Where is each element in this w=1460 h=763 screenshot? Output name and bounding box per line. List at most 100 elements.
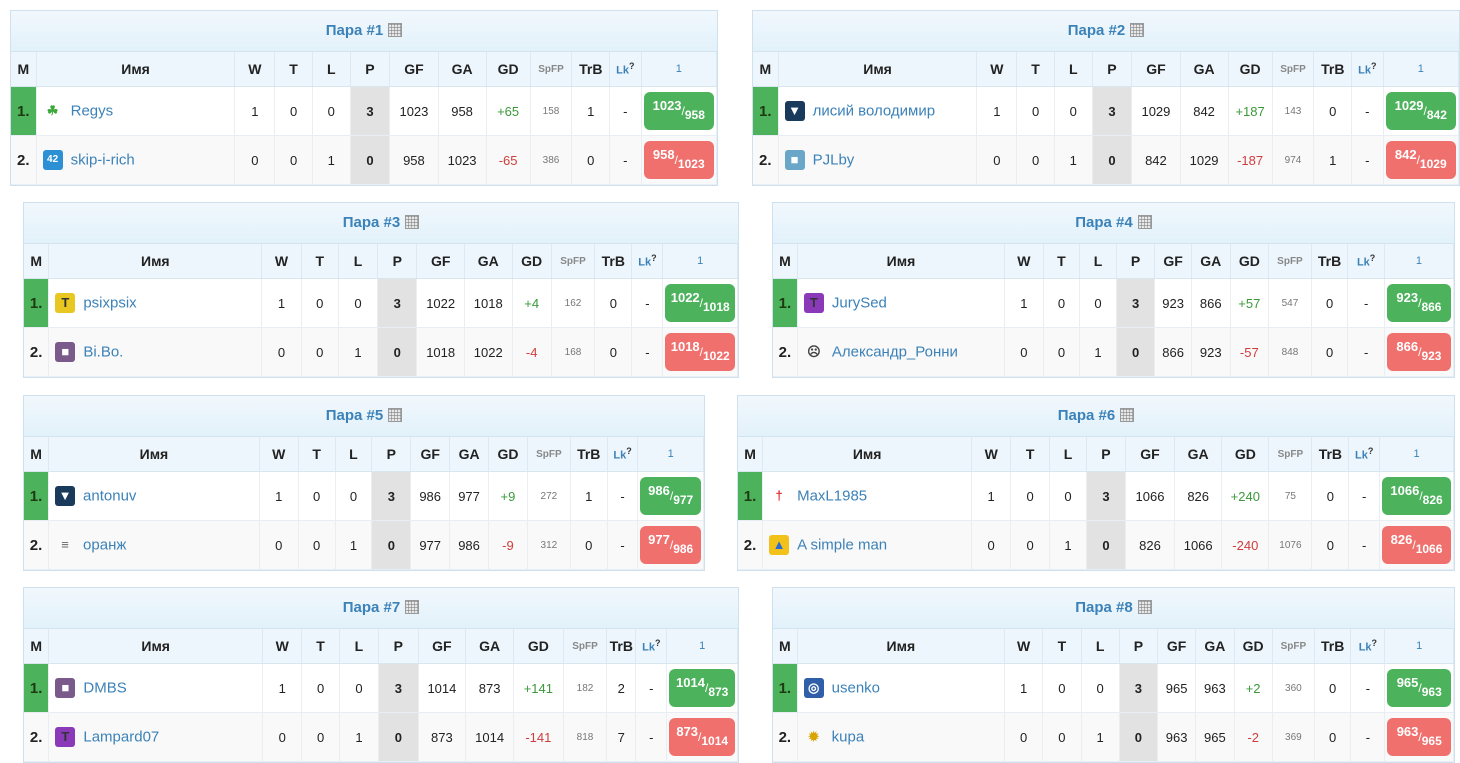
score-cell[interactable]: 866/923 xyxy=(1384,327,1455,377)
score-cell[interactable]: 826/1066 xyxy=(1379,520,1454,570)
score-badge-win[interactable]: 965/963 xyxy=(1387,669,1451,707)
score-badge-win[interactable]: 923/866 xyxy=(1386,284,1451,322)
score-cell[interactable]: 965/963 xyxy=(1384,663,1454,713)
help-icon[interactable]: ? xyxy=(655,638,661,649)
pair-title[interactable]: Пара #2 xyxy=(753,11,1459,52)
grid-icon[interactable] xyxy=(1120,408,1135,422)
player-name-link[interactable]: DMBS xyxy=(83,679,127,697)
help-icon[interactable]: ? xyxy=(1371,638,1378,649)
col-round[interactable]: 1 xyxy=(662,244,738,279)
pair-title[interactable]: Пара #3 xyxy=(24,203,738,244)
help-icon[interactable]: ? xyxy=(1369,253,1376,264)
figure-icon[interactable]: † xyxy=(775,488,783,503)
pair-title[interactable]: Пара #7 xyxy=(24,588,738,629)
pair-title[interactable]: Пара #4 xyxy=(773,203,1454,244)
grid-icon[interactable] xyxy=(388,23,403,37)
score-cell[interactable]: 986/977 xyxy=(637,471,704,521)
col-round[interactable]: 1 xyxy=(637,437,704,472)
score-badge-win[interactable]: 1066/826 xyxy=(1382,477,1451,515)
col-lk[interactable]: Lk? xyxy=(1347,244,1385,279)
col-round[interactable]: 1 xyxy=(1384,629,1454,664)
help-icon[interactable]: ? xyxy=(626,446,632,457)
score-badge-loss[interactable]: 873/1014 xyxy=(669,718,735,756)
photo-icon[interactable]: ■ xyxy=(55,678,76,698)
player-name-link[interactable]: antonuv xyxy=(83,487,137,505)
col-round[interactable]: 1 xyxy=(666,629,738,664)
col-lk[interactable]: Lk? xyxy=(609,52,642,87)
photo-icon[interactable]: ■ xyxy=(55,342,76,362)
player-name-link[interactable]: Bi.Bo. xyxy=(83,343,124,361)
player-name-link[interactable]: PJLby xyxy=(812,151,855,169)
score-badge-loss[interactable]: 963/965 xyxy=(1387,718,1451,756)
clover-icon[interactable]: ☘ xyxy=(46,103,59,118)
jersey-icon[interactable]: ▼ xyxy=(784,101,805,121)
pair-title-text[interactable]: Пара #4 xyxy=(1075,214,1133,231)
lines-icon[interactable]: ≡ xyxy=(61,537,69,552)
jersey-icon[interactable]: ▼ xyxy=(55,486,76,506)
score-cell[interactable]: 1018/1022 xyxy=(662,327,738,377)
pair-title[interactable]: Пара #6 xyxy=(738,396,1454,437)
grid-icon[interactable] xyxy=(388,408,403,422)
score-cell[interactable]: 977/986 xyxy=(637,520,704,570)
player-name-link[interactable]: Lampard07 xyxy=(83,728,160,746)
score-badge-loss[interactable]: 958/1023 xyxy=(643,141,714,179)
player-name-link[interactable]: MaxL1985 xyxy=(797,487,868,505)
col-lk[interactable]: Lk? xyxy=(635,629,668,664)
player-icon[interactable]: ☹ xyxy=(807,344,821,359)
score-cell[interactable]: 958/1023 xyxy=(641,135,718,185)
col-round[interactable]: 1 xyxy=(1383,52,1460,87)
player-name-link[interactable]: Александр_Ронни xyxy=(831,343,958,361)
player-name-link[interactable]: kupa xyxy=(831,728,865,746)
grid-icon[interactable] xyxy=(1137,215,1152,229)
score-badge-loss[interactable]: 866/923 xyxy=(1386,333,1451,371)
col-lk[interactable]: Lk? xyxy=(1351,52,1384,87)
pair-title-text[interactable]: Пара #6 xyxy=(1057,407,1116,424)
col-lk[interactable]: Lk? xyxy=(1348,437,1381,472)
score-cell[interactable]: 923/866 xyxy=(1384,278,1455,328)
score-cell[interactable]: 1022/1018 xyxy=(662,278,738,328)
score-badge-loss[interactable]: 977/986 xyxy=(640,526,701,564)
flag-icon[interactable]: ▲ xyxy=(769,535,790,555)
score-badge-loss[interactable]: 842/1029 xyxy=(1385,141,1456,179)
score-cell[interactable]: 1023/958 xyxy=(641,86,718,136)
pair-title[interactable]: Пара #8 xyxy=(773,588,1454,629)
shirt-icon[interactable]: T xyxy=(55,293,76,313)
col-round[interactable]: 1 xyxy=(1379,437,1454,472)
pair-title-text[interactable]: Пара #8 xyxy=(1075,599,1133,616)
pair-title[interactable]: Пара #5 xyxy=(24,396,704,437)
score-cell[interactable]: 963/965 xyxy=(1384,712,1454,762)
col-round[interactable]: 1 xyxy=(1384,244,1455,279)
score-badge-loss[interactable]: 826/1066 xyxy=(1382,526,1451,564)
player-name-link[interactable]: psixpsix xyxy=(83,294,137,312)
pair-title-text[interactable]: Пара #3 xyxy=(342,214,401,231)
score-cell[interactable]: 842/1029 xyxy=(1383,135,1460,185)
player-name-link[interactable]: usenko xyxy=(831,679,881,697)
help-icon[interactable]: ? xyxy=(1370,61,1377,72)
player-name-link[interactable]: skip-i-rich xyxy=(70,151,135,169)
help-icon[interactable]: ? xyxy=(1367,446,1374,457)
player-name-link[interactable]: A simple man xyxy=(797,536,888,554)
col-lk[interactable]: Lk? xyxy=(1350,629,1386,664)
grid-icon[interactable] xyxy=(405,600,420,614)
col-lk[interactable]: Lk? xyxy=(607,437,639,472)
col-lk[interactable]: Lk? xyxy=(631,244,664,279)
team-icon[interactable]: ■ xyxy=(784,150,805,170)
score-badge-win[interactable]: 986/977 xyxy=(640,477,701,515)
score-badge-loss[interactable]: 1018/1022 xyxy=(665,333,735,371)
score-badge-win[interactable]: 1022/1018 xyxy=(665,284,735,322)
pair-title-text[interactable]: Пара #5 xyxy=(325,407,384,424)
score-cell[interactable]: 1029/842 xyxy=(1383,86,1460,136)
pair-title[interactable]: Пара #1 xyxy=(11,11,717,52)
score-cell[interactable]: 1066/826 xyxy=(1379,471,1454,521)
player-name-link[interactable]: JurySed xyxy=(831,294,887,312)
score-badge-win[interactable]: 1029/842 xyxy=(1385,92,1456,130)
grid-icon[interactable] xyxy=(1130,23,1145,37)
help-icon[interactable]: ? xyxy=(651,253,657,264)
score-cell[interactable]: 873/1014 xyxy=(666,712,738,762)
col-round[interactable]: 1 xyxy=(641,52,718,87)
pair-title-text[interactable]: Пара #2 xyxy=(1067,22,1126,39)
pair-title-text[interactable]: Пара #1 xyxy=(325,22,384,39)
shirt-icon[interactable]: T xyxy=(803,293,824,313)
score-cell[interactable]: 1014/873 xyxy=(666,663,738,713)
player-name-link[interactable]: лисий володимир xyxy=(812,102,936,120)
